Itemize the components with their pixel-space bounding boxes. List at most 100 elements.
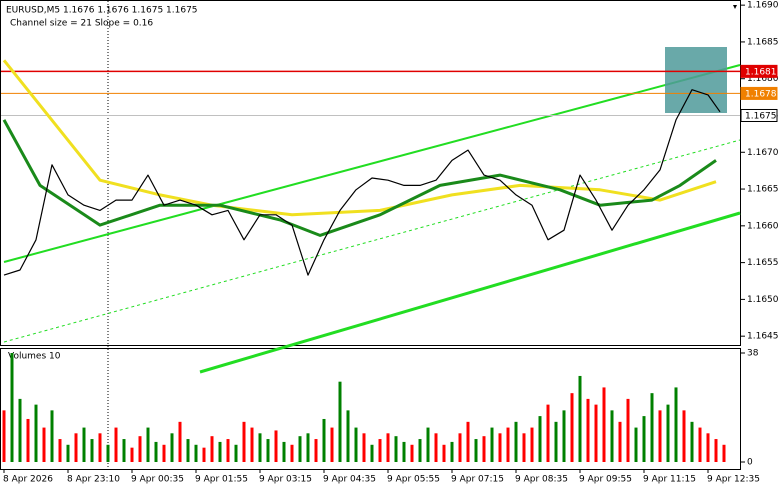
level-box [740, 108, 778, 122]
volume-bar [690, 421, 694, 462]
volume-bar [82, 427, 86, 462]
volume-bar [418, 439, 422, 462]
volume-bar [698, 427, 702, 462]
volume-bar [154, 441, 158, 462]
volume-bar [458, 433, 462, 462]
volume-bar [346, 410, 350, 462]
series-line [3, 89, 721, 276]
x-tick-label: 9 Apr 11:15 [643, 475, 696, 485]
volume-bar [674, 387, 678, 462]
volume-bar [474, 439, 478, 462]
x-tick-label: 9 Apr 08:35 [515, 475, 568, 485]
channel [3, 64, 741, 374]
channel-upper [3, 64, 741, 263]
y-tick-label: 1.1660 [747, 221, 779, 231]
volume-bar [538, 416, 542, 462]
volume-bar [282, 441, 286, 462]
volume-bar [146, 427, 150, 462]
volume-bar [658, 410, 662, 462]
volume-bar [426, 427, 430, 462]
volume-bar [466, 421, 470, 462]
level-box [740, 64, 778, 78]
series-line [2, 119, 717, 237]
y-tick-label: 1.1665 [747, 185, 779, 195]
volume-bar [594, 404, 598, 462]
x-tick-label: 9 Apr 05:55 [387, 475, 440, 485]
channel-lower [199, 211, 741, 374]
volume-bar [394, 436, 398, 462]
x-tick-label: 9 Apr 07:15 [451, 475, 504, 485]
volume-bar [666, 404, 670, 462]
y-tick-label: 1.1680 [747, 74, 779, 84]
volume-bar [490, 427, 494, 462]
volume-bar [362, 433, 366, 462]
volume-bar [626, 398, 630, 462]
volume-bar [514, 421, 518, 462]
volume-bar [106, 444, 110, 462]
volume-bar [706, 433, 710, 462]
volume-bar [410, 444, 414, 462]
volume-bar [138, 436, 142, 462]
x-tick-label: 9 Apr 09:55 [579, 475, 632, 485]
volume-bar [442, 444, 446, 462]
volume-bar [722, 444, 726, 462]
volume-bar [618, 421, 622, 462]
level-label: 1.1681 [745, 67, 777, 77]
volume-bar [58, 439, 62, 462]
volume-bar [634, 427, 638, 462]
volume-bar [682, 410, 686, 462]
volume-label: Volumes 10 [8, 352, 61, 362]
volume-bar [178, 421, 182, 462]
volume-bar [354, 427, 358, 462]
level-label: 1.1678 [745, 89, 777, 99]
y-tick-label: 1.1685 [747, 37, 779, 47]
x-tick-label: 8 Apr 2026 [3, 475, 53, 485]
volume-bar [306, 433, 310, 462]
volume-bar [586, 398, 590, 462]
volume-bar [642, 416, 646, 462]
volume-bar [258, 433, 262, 462]
volume-bar [234, 444, 238, 462]
y-tick-label: 1.1650 [747, 295, 779, 305]
volume-bar [290, 444, 294, 462]
x-tick-label: 9 Apr 04:35 [323, 475, 376, 485]
volume-bar [186, 439, 190, 462]
volume-bar [450, 441, 454, 462]
volume-bar [250, 427, 254, 462]
volume-bar [482, 436, 486, 462]
volume-bar [2, 410, 6, 462]
volume-bar [202, 447, 206, 462]
volume-bar [554, 421, 558, 462]
volume-bar [330, 427, 334, 462]
volume-bar [314, 439, 318, 462]
volume-bar [378, 439, 382, 462]
series-line [2, 59, 717, 217]
x-tick-label: 9 Apr 01:55 [195, 475, 248, 485]
volume-bar [226, 439, 230, 462]
volume-bar [522, 433, 526, 462]
volume-bar [130, 447, 134, 462]
y-tick-label: 1.1655 [747, 258, 779, 268]
chart-subtitle: Channel size = 21 Slope = 0.16 [10, 19, 153, 29]
volume-bar [562, 410, 566, 462]
volume-bar [122, 439, 126, 462]
volume-bar [50, 410, 54, 462]
volume-bar [170, 433, 174, 462]
volume-bar [10, 353, 14, 462]
x-tick-label: 8 Apr 23:10 [67, 475, 120, 485]
volume-bar [26, 418, 30, 462]
volume-bar [298, 436, 302, 462]
volume-bar [18, 398, 22, 462]
volume-bar [194, 444, 198, 462]
level-box [740, 86, 778, 100]
volume-bar [546, 404, 550, 462]
volume-bar [506, 427, 510, 462]
volume-bar [34, 404, 38, 462]
volume-bar [610, 410, 614, 462]
volume-bar [74, 433, 78, 462]
volume-bar [114, 427, 118, 462]
volume-bar [370, 444, 374, 462]
volume-bar [402, 441, 406, 462]
